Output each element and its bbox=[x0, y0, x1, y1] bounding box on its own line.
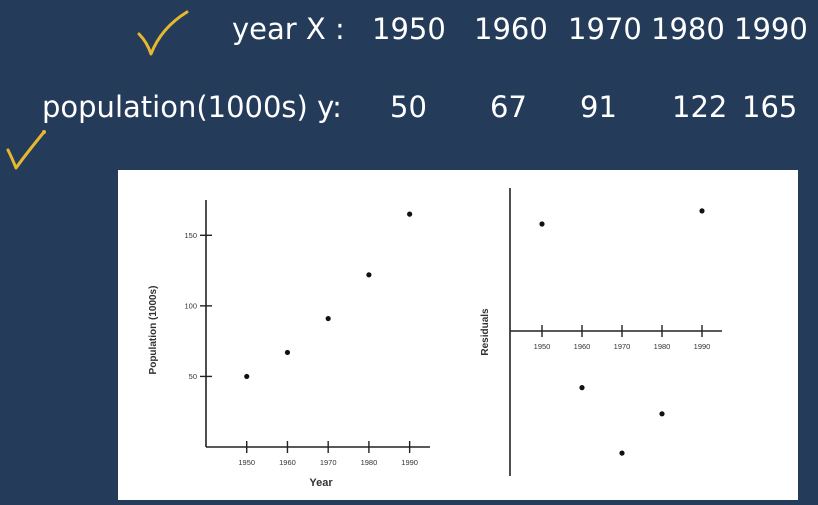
x-value: 1970 bbox=[568, 12, 642, 46]
chart-panel: Population (1000s) Year 1950 1960 1970 1980… bbox=[118, 170, 798, 500]
residual-x-tick-label: 1980 bbox=[654, 342, 671, 351]
residual-x-tick-label: 1960 bbox=[574, 342, 591, 351]
x-tick-label: 1960 bbox=[279, 458, 296, 467]
x-tick-label: 1950 bbox=[238, 458, 255, 467]
y-row-label: population(1000s) y: bbox=[42, 90, 342, 124]
data-point bbox=[366, 272, 372, 278]
y-value: 91 bbox=[580, 90, 617, 124]
y-value: 165 bbox=[742, 90, 798, 124]
residual-point bbox=[539, 221, 545, 227]
residual-x-tick-label: 1970 bbox=[614, 342, 631, 351]
data-point bbox=[284, 349, 291, 356]
x-value: 1990 bbox=[734, 12, 808, 46]
residual-point bbox=[619, 450, 625, 456]
x-value: 1980 bbox=[651, 12, 725, 46]
y-value: 50 bbox=[390, 90, 427, 124]
residual-chart: Residuals 1950 1960 1970 1980 1990 bbox=[480, 188, 722, 476]
residual-point bbox=[579, 385, 585, 391]
y-value: 67 bbox=[490, 90, 527, 124]
residual-x-tick-label: 1950 bbox=[534, 342, 551, 351]
y-value: 122 bbox=[672, 90, 728, 124]
x-axis-label: Year bbox=[309, 477, 333, 489]
y-tick-label: 100 bbox=[184, 301, 197, 310]
y-axis-label: Population (1000s) bbox=[148, 286, 159, 375]
x-tick-label: 1990 bbox=[401, 458, 418, 467]
y-tick-label: 150 bbox=[184, 231, 197, 240]
data-point bbox=[407, 211, 413, 217]
population-scatter-chart: Population (1000s) Year 1950 1960 1970 1980… bbox=[148, 200, 430, 489]
residual-point bbox=[659, 411, 665, 417]
check-mark-icon bbox=[6, 130, 46, 170]
residual-x-tick-label: 1990 bbox=[694, 342, 711, 351]
x-value: 1960 bbox=[474, 12, 548, 46]
x-tick-label: 1980 bbox=[361, 458, 378, 467]
y-tick-label: 50 bbox=[189, 372, 197, 381]
x-tick-label: 1970 bbox=[320, 458, 337, 467]
x-row-label: year X : bbox=[232, 12, 345, 46]
check-mark-icon bbox=[137, 10, 189, 56]
charts-svg: Population (1000s) Year 1950 1960 1970 1980… bbox=[148, 188, 722, 489]
residual-point bbox=[699, 208, 705, 214]
data-point bbox=[325, 315, 331, 322]
data-point bbox=[244, 373, 250, 380]
residual-y-axis-label: Residuals bbox=[480, 308, 491, 356]
x-value: 1950 bbox=[372, 12, 446, 46]
